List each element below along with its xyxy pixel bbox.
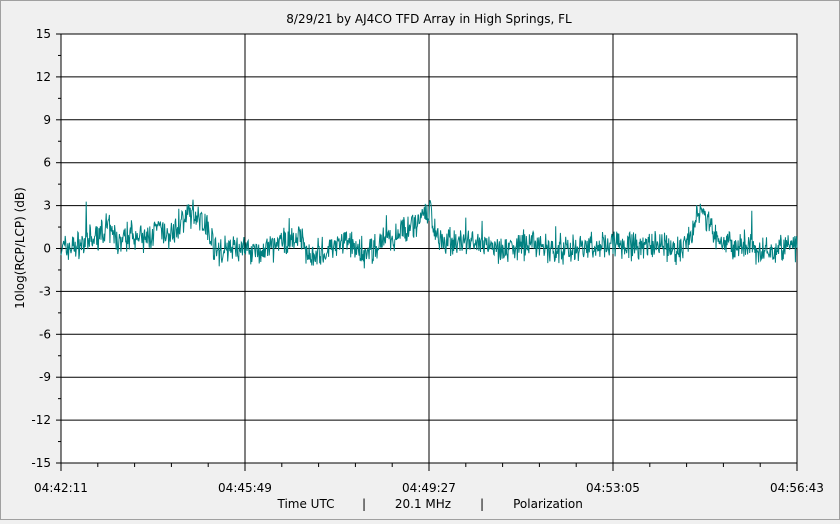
y-tick-label: 15 xyxy=(36,27,51,41)
grid-lines xyxy=(61,34,797,463)
y-tick-label: 3 xyxy=(43,199,51,213)
y-tick-label: 6 xyxy=(43,156,51,170)
x-tick-label: 04:53:05 xyxy=(586,481,640,495)
y-tick-label: -9 xyxy=(39,370,51,384)
x-tick-label: 04:42:11 xyxy=(34,481,88,495)
x-axis-label-mode: Polarization xyxy=(513,497,583,511)
y-tick-label: -15 xyxy=(31,456,51,470)
y-tick-label: -6 xyxy=(39,327,51,341)
y-tick-label: 9 xyxy=(43,113,51,127)
y-tick-label: -3 xyxy=(39,284,51,298)
y-axis-ticks: 15 12 9 6 3 0 -3 -6 -9 -12 -15 xyxy=(31,27,61,470)
x-tick-label: 04:45:49 xyxy=(218,481,272,495)
y-tick-label: 0 xyxy=(43,242,51,256)
x-axis-label-sep2: | xyxy=(480,497,484,511)
x-axis-label-time: Time UTC xyxy=(277,497,335,511)
y-tick-label: 12 xyxy=(36,70,51,84)
y-axis-label: 10log(RCP/LCP) (dB) xyxy=(13,187,27,309)
chart-title: 8/29/21 by AJ4CO TFD Array in High Sprin… xyxy=(286,12,572,26)
x-axis-ticks: 04:42:11 04:45:49 04:49:27 04:53:05 04:56:43 xyxy=(34,463,824,495)
x-tick-label: 04:49:27 xyxy=(402,481,456,495)
series-line xyxy=(60,199,798,269)
x-axis-label-freq: 20.1 MHz xyxy=(395,497,451,511)
series-group xyxy=(60,199,798,269)
x-tick-label: 04:56:43 xyxy=(770,481,824,495)
x-axis-label-sep1: | xyxy=(362,497,366,511)
y-tick-label: -12 xyxy=(31,413,51,427)
